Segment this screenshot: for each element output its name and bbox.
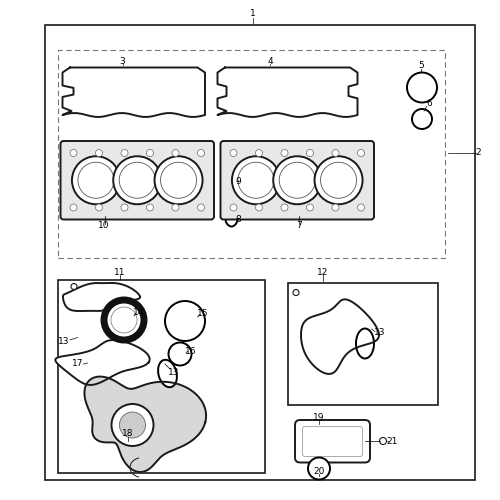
FancyBboxPatch shape — [220, 141, 374, 220]
Circle shape — [314, 156, 362, 204]
Circle shape — [154, 156, 202, 204]
Ellipse shape — [356, 328, 374, 358]
Circle shape — [78, 162, 114, 198]
Circle shape — [412, 109, 432, 129]
Circle shape — [293, 290, 299, 296]
Circle shape — [121, 204, 128, 211]
Bar — [45, 25, 475, 480]
Circle shape — [256, 150, 262, 156]
Circle shape — [71, 284, 77, 290]
Text: 16: 16 — [185, 346, 196, 356]
Circle shape — [407, 72, 437, 102]
Circle shape — [273, 156, 321, 204]
Circle shape — [380, 438, 386, 444]
Circle shape — [70, 204, 77, 211]
Text: 2: 2 — [476, 148, 482, 157]
Circle shape — [358, 150, 364, 156]
Polygon shape — [63, 283, 140, 311]
Circle shape — [230, 150, 237, 156]
Circle shape — [198, 204, 204, 211]
Circle shape — [238, 162, 274, 198]
Text: 3: 3 — [120, 56, 126, 66]
Text: 13: 13 — [58, 336, 69, 345]
Text: 7: 7 — [296, 222, 302, 230]
Circle shape — [320, 162, 356, 198]
Ellipse shape — [225, 171, 238, 191]
Circle shape — [96, 204, 102, 211]
Circle shape — [112, 404, 154, 446]
Text: 1: 1 — [250, 10, 256, 18]
Text: 4: 4 — [267, 56, 273, 66]
Polygon shape — [301, 300, 379, 374]
Circle shape — [146, 204, 154, 211]
Circle shape — [120, 412, 146, 438]
Circle shape — [232, 156, 280, 204]
Text: 13: 13 — [168, 368, 180, 377]
Circle shape — [279, 162, 316, 198]
Text: 12: 12 — [317, 268, 328, 277]
Text: 13: 13 — [374, 328, 386, 337]
Text: 10: 10 — [98, 222, 109, 230]
Text: 19: 19 — [313, 413, 325, 422]
Circle shape — [230, 204, 237, 211]
Text: 15: 15 — [197, 309, 208, 318]
Circle shape — [172, 204, 179, 211]
Polygon shape — [218, 68, 358, 117]
Circle shape — [70, 150, 77, 156]
Bar — [58, 50, 445, 258]
Circle shape — [113, 156, 161, 204]
Polygon shape — [56, 340, 150, 385]
Circle shape — [160, 162, 196, 198]
Circle shape — [104, 300, 144, 340]
FancyBboxPatch shape — [295, 420, 370, 463]
Circle shape — [308, 458, 330, 479]
Text: 18: 18 — [122, 430, 133, 438]
Circle shape — [121, 150, 128, 156]
Bar — [58, 280, 265, 472]
Circle shape — [168, 342, 192, 365]
Circle shape — [119, 162, 155, 198]
Polygon shape — [62, 68, 205, 117]
Circle shape — [172, 150, 179, 156]
Circle shape — [165, 301, 205, 341]
Text: 8: 8 — [236, 216, 242, 224]
Ellipse shape — [158, 360, 177, 387]
Circle shape — [96, 150, 102, 156]
Text: 20: 20 — [314, 467, 324, 476]
Circle shape — [306, 204, 314, 211]
Circle shape — [358, 204, 364, 211]
Text: 17: 17 — [72, 360, 83, 368]
Circle shape — [281, 204, 288, 211]
Text: 11: 11 — [114, 268, 126, 277]
Text: 21: 21 — [387, 436, 398, 446]
Ellipse shape — [225, 206, 238, 227]
Text: 9: 9 — [236, 176, 242, 186]
Circle shape — [198, 150, 204, 156]
FancyBboxPatch shape — [60, 141, 214, 220]
Circle shape — [111, 307, 137, 333]
Circle shape — [146, 150, 154, 156]
Circle shape — [332, 150, 339, 156]
Text: 5: 5 — [418, 62, 424, 70]
Circle shape — [332, 204, 339, 211]
Circle shape — [281, 150, 288, 156]
Text: 6: 6 — [426, 100, 432, 108]
Bar — [288, 282, 438, 405]
Circle shape — [256, 204, 262, 211]
Text: 14: 14 — [134, 308, 144, 317]
Polygon shape — [84, 376, 206, 472]
Circle shape — [306, 150, 314, 156]
Circle shape — [72, 156, 120, 204]
